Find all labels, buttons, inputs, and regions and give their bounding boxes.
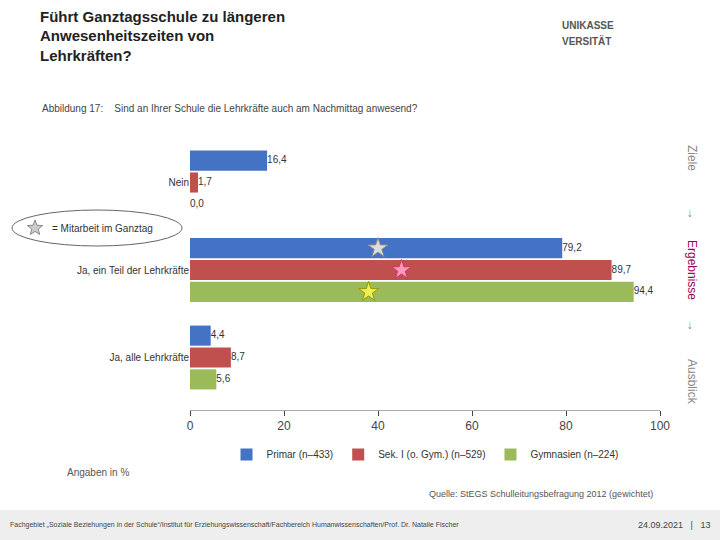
svg-text:40: 40 xyxy=(371,419,385,433)
svg-text:0,0: 0,0 xyxy=(190,198,204,209)
svg-text:5,6: 5,6 xyxy=(216,373,230,384)
svg-text:Ja, ein Teil der Lehrkräfte: Ja, ein Teil der Lehrkräfte xyxy=(77,265,190,276)
svg-text:Angaben in %: Angaben in % xyxy=(67,467,129,478)
svg-text:= Mitarbeit im Ganztag: = Mitarbeit im Ganztag xyxy=(52,223,153,234)
svg-text:100: 100 xyxy=(650,419,670,433)
svg-text:Fachgebiet „Soziale Beziehunge: Fachgebiet „Soziale Beziehungen in der S… xyxy=(10,521,459,529)
svg-text:Sek. I (o. Gym.) (n–529): Sek. I (o. Gym.) (n–529) xyxy=(378,449,485,460)
svg-text:89,7: 89,7 xyxy=(612,264,632,275)
svg-text:Führt Ganztagsschule zu länger: Führt Ganztagsschule zu längerenAnwesenh… xyxy=(40,8,285,64)
svg-text:79,2: 79,2 xyxy=(562,242,582,253)
svg-text:Nein: Nein xyxy=(168,177,189,188)
svg-text:→: → xyxy=(685,208,699,220)
svg-text:UNIKASSE: UNIKASSE xyxy=(562,20,614,31)
svg-text:→: → xyxy=(685,320,699,332)
svg-text:80: 80 xyxy=(559,419,573,433)
svg-text:Quelle: StEGS Schulleitungsbef: Quelle: StEGS Schulleitungsbefragung 201… xyxy=(429,489,653,499)
svg-text:16,4: 16,4 xyxy=(267,154,287,165)
svg-text:Ausblick: Ausblick xyxy=(685,359,699,405)
svg-text:60: 60 xyxy=(465,419,479,433)
svg-text:Ziele: Ziele xyxy=(685,145,699,171)
svg-text:Ergebnisse: Ergebnisse xyxy=(685,240,699,300)
svg-text:0: 0 xyxy=(187,419,194,433)
svg-text:20: 20 xyxy=(277,419,291,433)
svg-text:94,4: 94,4 xyxy=(634,285,654,296)
svg-text:Gymnasien (n–224): Gymnasien (n–224) xyxy=(530,449,618,460)
svg-text:1,7: 1,7 xyxy=(198,176,212,187)
svg-text:VERSITÄT: VERSITÄT xyxy=(562,35,611,47)
svg-text:Abbildung 17: Sind an Ihrer: Abbildung 17: Sind an Ihrer Schule die L… xyxy=(42,103,418,114)
svg-text:Ja, alle Lehrkräfte: Ja, alle Lehrkräfte xyxy=(110,352,190,363)
svg-text:8,7: 8,7 xyxy=(231,351,245,362)
svg-text:Primar (n–433): Primar (n–433) xyxy=(267,449,334,460)
svg-text:4,4: 4,4 xyxy=(211,329,225,340)
svg-text:24.09.2021 | 13: 24.09.2021 | 13 xyxy=(638,520,710,530)
